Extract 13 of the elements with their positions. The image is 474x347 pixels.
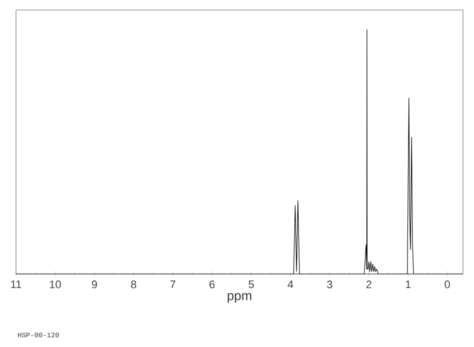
x-tick-label: 8 [131, 280, 136, 288]
x-tick-label: 11 [11, 280, 22, 288]
x-tick-label: 2 [366, 280, 372, 288]
x-axis-title: ppm [228, 293, 252, 303]
x-tick-label: 0 [444, 280, 450, 288]
x-tick-label: 3 [327, 280, 332, 288]
x-tick-label: 1 [406, 280, 411, 288]
x-tick-label: 5 [248, 280, 254, 288]
x-tick-label: 9 [92, 280, 97, 288]
x-tick-label: 7 [170, 280, 176, 288]
x-tick-label: 10 [50, 280, 61, 288]
x-tick-label: 4 [288, 280, 294, 288]
x-tick-label: 6 [210, 280, 215, 288]
